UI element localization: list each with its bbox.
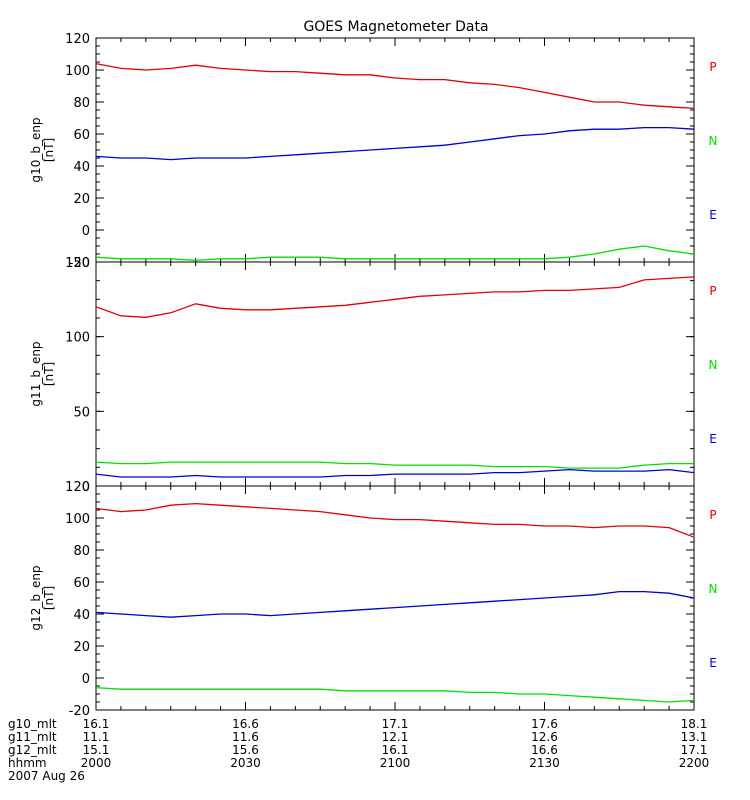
legend-label-n: N — [709, 582, 718, 596]
y-tick-label: 60 — [73, 576, 90, 591]
y-tick-label: -20 — [69, 704, 90, 719]
x-tick-label-hhmm: 2130 — [529, 756, 560, 770]
series-line-p — [95, 62, 695, 110]
y-tick-label: 100 — [65, 512, 90, 527]
y-axis-label: g10_b_enp — [29, 117, 43, 182]
panel-frame — [95, 261, 695, 487]
y-tick-label: 120 — [65, 480, 90, 495]
x-tick-label-g12_mlt: 15.6 — [232, 743, 259, 757]
y-tick-label: 0 — [82, 672, 90, 687]
x-axis-labels: g10_mlt g11_mlt g12_mlt hhmm 2007 Aug 26… — [8, 717, 709, 783]
y-tick-label: 120 — [65, 32, 90, 47]
x-tick-label-g11_mlt: 12.1 — [382, 730, 409, 744]
y-axis-unit: [nT] — [42, 586, 56, 610]
legend-label-p: P — [709, 284, 716, 298]
legend-label-e: E — [709, 656, 717, 670]
legend-label-p: P — [709, 508, 716, 522]
series-line-n — [95, 461, 694, 469]
y-tick-label: 0 — [82, 224, 90, 239]
x-tick-label-hhmm: 2030 — [230, 756, 261, 770]
panel-1: -20 0 20 40 60 80 100 120 g10_b_enp [nT] P N E — [29, 32, 717, 271]
legend-label-e: E — [709, 432, 717, 446]
legend-label-p: P — [709, 60, 716, 74]
panel-frame — [95, 37, 695, 263]
series-line-p — [95, 276, 695, 318]
date-label: 2007 Aug 26 — [8, 769, 85, 783]
x-tick-label-g12_mlt: 16.6 — [531, 743, 558, 757]
chart-title: GOES Magnetometer Data — [303, 19, 488, 35]
y-axis-unit: [nT] — [42, 362, 56, 386]
x-tick-label-g12_mlt: 17.1 — [681, 743, 708, 757]
x-tick-label-g12_mlt: 16.1 — [382, 743, 409, 757]
legend-label-n: N — [709, 134, 718, 148]
y-tick-label: 0 — [82, 480, 90, 495]
y-tick-label: 20 — [73, 192, 90, 207]
x-row-label-hhmm: hhmm — [8, 756, 47, 770]
y-tick-label: 60 — [73, 128, 90, 143]
y-axis-label: g11_b_enp — [29, 341, 43, 406]
y-axis-unit: [nT] — [42, 138, 56, 162]
series-line-e — [95, 126, 695, 161]
series-line-e — [95, 468, 695, 478]
x-tick-label-g12_mlt: 15.1 — [83, 743, 110, 757]
series-line-e — [95, 590, 695, 618]
y-tick-label: 100 — [65, 64, 90, 79]
panel-3: -20 0 20 40 60 80 100 120 g12_b_enp [nT] P N E — [29, 480, 717, 719]
y-tick-label: 80 — [73, 96, 90, 111]
y-tick-label: 100 — [65, 331, 90, 346]
x-tick-label-g10_mlt: 18.1 — [681, 717, 708, 731]
panel-2: 0 50 100 150 g11_b_enp [nT] P N E — [29, 256, 717, 495]
y-tick-label: -20 — [69, 256, 90, 271]
y-tick-label: 40 — [73, 160, 90, 175]
y-tick-label: 150 — [65, 256, 90, 271]
x-row-label-g11: g11_mlt — [8, 730, 57, 744]
y-tick-label: 50 — [73, 405, 90, 420]
x-tick-label-hhmm: 2100 — [380, 756, 411, 770]
x-tick-label-g10_mlt: 16.1 — [83, 717, 110, 731]
y-axis-label: g12_b_enp — [29, 565, 43, 630]
legend-label-e: E — [709, 208, 717, 222]
x-tick-label-hhmm: 2000 — [81, 756, 112, 770]
x-row-label-g10: g10_mlt — [8, 717, 57, 731]
x-row-label-g12: g12_mlt — [8, 743, 57, 757]
x-tick-label-g10_mlt: 17.6 — [531, 717, 558, 731]
y-tick-label: 40 — [73, 608, 90, 623]
y-tick-label: 80 — [73, 544, 90, 559]
legend-label-n: N — [709, 358, 718, 372]
x-tick-label-hhmm: 2200 — [679, 756, 710, 770]
series-line-n — [95, 686, 695, 703]
series-line-p — [95, 502, 695, 538]
x-tick-label-g10_mlt: 17.1 — [382, 717, 409, 731]
x-tick-label-g11_mlt: 11.1 — [83, 730, 110, 744]
x-tick-label-g10_mlt: 16.6 — [232, 717, 259, 731]
y-tick-label: 20 — [73, 640, 90, 655]
x-tick-label-g11_mlt: 11.6 — [232, 730, 259, 744]
series-line-n — [95, 245, 695, 262]
x-tick-label-g11_mlt: 13.1 — [681, 730, 708, 744]
x-tick-label-g11_mlt: 12.6 — [531, 730, 558, 744]
